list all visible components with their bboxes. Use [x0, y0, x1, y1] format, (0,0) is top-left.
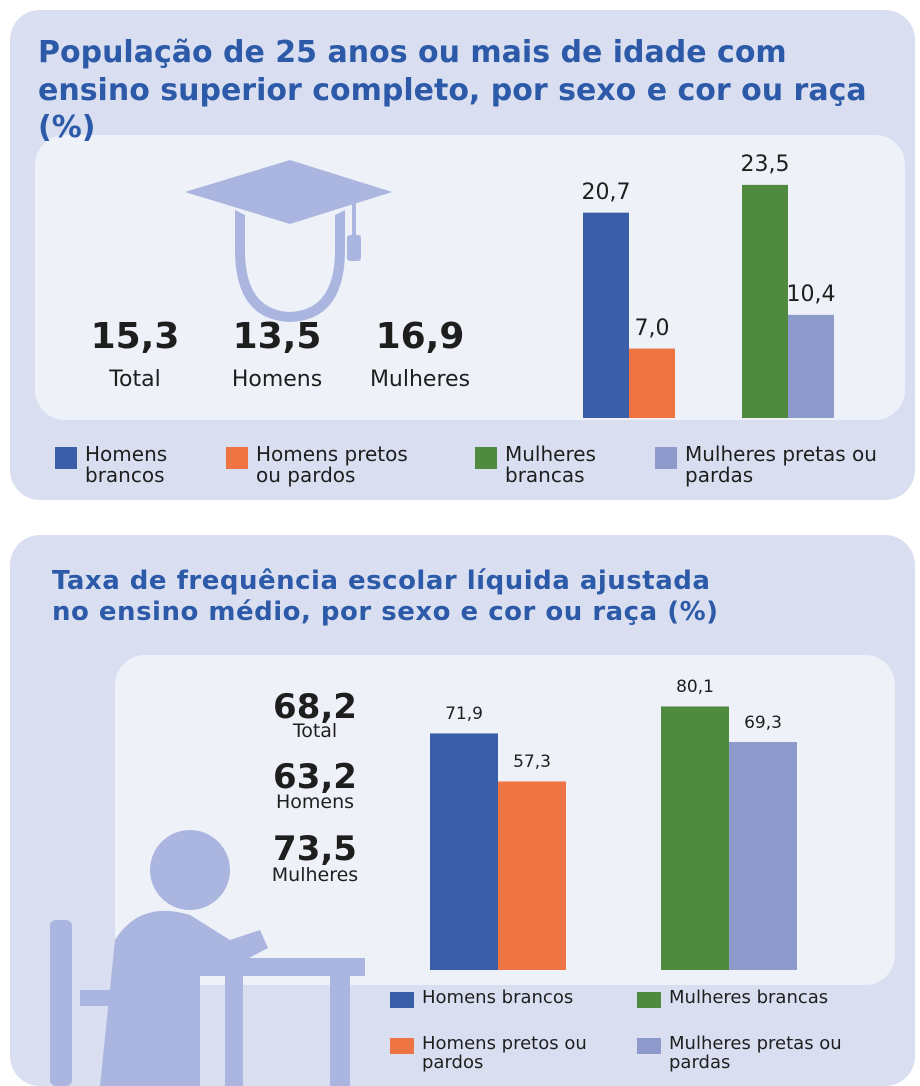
legend-label: Mulheres pretas ou pardas: [685, 444, 885, 486]
legend-label: Homens brancos: [85, 444, 195, 486]
legend-label: Homens brancos: [422, 989, 642, 1008]
value-label: 57,3: [478, 754, 586, 772]
bar: [629, 349, 675, 418]
summary-label: Total: [235, 722, 395, 742]
value-label: 71,9: [410, 706, 518, 724]
bar: [583, 213, 629, 418]
legend-swatch: [55, 447, 77, 469]
bar: [498, 781, 566, 970]
bar: [729, 742, 797, 970]
value-label: 10,4: [768, 283, 854, 306]
legend-label: Mulheres brancas: [669, 989, 909, 1008]
value-label: 80,1: [641, 679, 749, 697]
summary-label: Mulheres: [345, 368, 495, 391]
summary-value: 73,5: [235, 832, 395, 868]
legend-label: Homens pretos ou pardos: [422, 1035, 592, 1073]
legend-label: Homens pretos ou pardos: [256, 444, 426, 486]
chart-title: Taxa de frequência escolar líquida ajust…: [52, 566, 732, 628]
legend-swatch: [390, 992, 414, 1008]
summary-label: Total: [60, 368, 210, 391]
legend-swatch: [475, 447, 497, 469]
legend-label: Mulheres pretas ou pardas: [669, 1035, 869, 1073]
legend-swatch: [655, 447, 677, 469]
legend-swatch: [390, 1038, 414, 1054]
legend-swatch: [226, 447, 248, 469]
value-label: 7,0: [609, 317, 695, 340]
value-label: 23,5: [722, 153, 808, 176]
summary-value: 15,3: [60, 318, 210, 356]
summary-label: Mulheres: [235, 866, 395, 886]
bar: [788, 315, 834, 418]
summary-value: 16,9: [345, 318, 495, 356]
value-label: 69,3: [709, 715, 817, 733]
value-label: 20,7: [563, 181, 649, 204]
bar: [661, 706, 729, 970]
infographic: População de 25 anos ou mais de idade co…: [0, 0, 920, 1086]
chart-title: População de 25 anos ou mais de idade co…: [38, 34, 908, 147]
legend-swatch: [637, 1038, 661, 1054]
legend-label: Mulheres brancas: [505, 444, 625, 486]
summary-value: 13,5: [202, 318, 352, 356]
summary-label: Homens: [202, 368, 352, 391]
summary-label: Homens: [235, 793, 395, 813]
